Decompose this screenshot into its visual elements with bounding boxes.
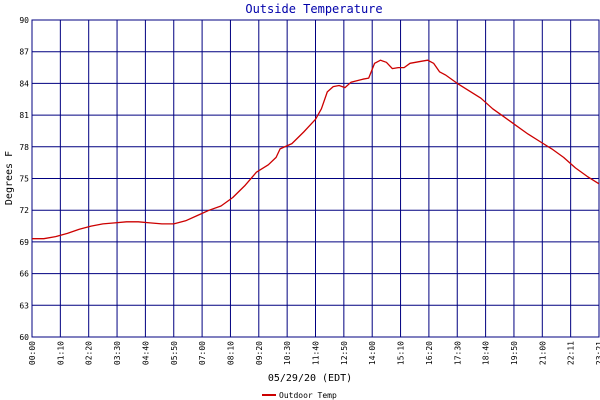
x-tick-label: 08:10 [226,341,235,365]
x-tick-label: 16:20 [425,341,434,365]
x-tick-label: 09:20 [255,341,264,365]
plot-frame [31,19,600,338]
x-tick-label: 12:50 [340,341,349,365]
y-tick-label: 72 [19,206,29,215]
x-tick-label: 15:10 [397,341,406,365]
y-tick-label: 60 [19,333,29,342]
y-tick-labels: 60 63 66 69 72 75 78 81 84 87 90 [19,16,29,342]
series-line-outdoor-temp [32,59,600,240]
x-tick-label: 10:30 [283,341,292,365]
y-tick-label: 75 [19,175,29,184]
x-tick-label: 03:30 [113,341,122,365]
x-tick-label: 05:50 [170,341,179,365]
y-tick-label: 63 [19,301,29,310]
y-tick-label: 81 [19,111,29,120]
y-tick-label: 90 [19,16,29,25]
x-tick-labels: 00:00 01:10 02:20 03:30 04:40 05:50 07:00 08:10… [28,341,600,365]
x-tick-label: 17:30 [453,341,462,365]
x-tick-label: 21:00 [538,341,547,365]
x-tick-label: 02:20 [85,341,94,365]
grid [31,19,600,338]
y-tick-label: 78 [19,143,29,152]
y-tick-label: 66 [19,270,29,279]
x-tick-label: 23:21 [595,341,600,365]
y-axis-label: Degrees F [4,151,15,205]
x-tick-label: 00:00 [28,341,37,365]
x-tick-label: 22:11 [567,341,576,365]
y-tick-label: 69 [19,238,29,247]
y-tick-label: 84 [19,79,29,88]
y-tick-label: 87 [19,48,29,57]
x-tick-label: 01:10 [56,341,65,365]
legend-label-outdoor-temp: Outdoor Temp [279,391,337,400]
x-tick-label: 07:00 [198,341,207,365]
x-axis-label: 05/29/20 (EDT) [268,373,352,384]
x-tick-label: 04:40 [141,341,150,365]
x-tick-label: 19:50 [510,341,519,365]
x-tick-label: 14:00 [368,341,377,365]
chart-title: Outside Temperature [245,2,382,16]
x-tick-label: 11:40 [312,341,321,365]
x-tick-label: 18:40 [482,341,491,365]
